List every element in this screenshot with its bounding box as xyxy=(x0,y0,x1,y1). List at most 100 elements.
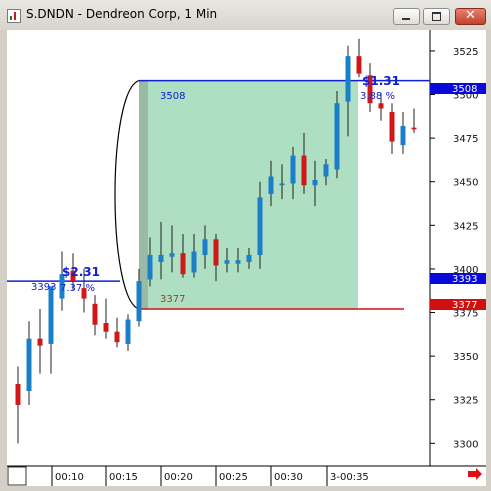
price-axis[interactable] xyxy=(430,30,486,466)
time-tick-label: 00:25 xyxy=(219,472,248,483)
candle xyxy=(37,309,43,374)
candle xyxy=(92,295,98,336)
candle-body xyxy=(92,303,98,325)
scroll-right-arrow-icon[interactable] xyxy=(468,468,482,480)
candle xyxy=(103,298,109,339)
candles xyxy=(15,38,417,444)
candle xyxy=(26,321,32,405)
corner-box[interactable] xyxy=(7,466,27,486)
candle xyxy=(70,253,76,290)
price-tag-mid-text: 3393 xyxy=(452,274,477,285)
annotations: $1.31 3.88 % $2.31 7.37 % 3508 3393 3377 xyxy=(31,74,400,305)
candle-body xyxy=(367,75,373,104)
candle-body xyxy=(15,384,21,405)
candle xyxy=(114,317,120,348)
candle-body xyxy=(169,253,175,257)
candle-body xyxy=(323,164,329,177)
candle xyxy=(224,248,230,273)
low-level-label: 3377 xyxy=(160,294,185,305)
price-tick-label: 3350 xyxy=(453,352,478,363)
time-axis[interactable] xyxy=(7,466,486,486)
price-tag-mid xyxy=(430,273,486,284)
price-tick-label: 3450 xyxy=(453,178,478,189)
candle-body xyxy=(411,127,417,130)
candle xyxy=(180,234,186,278)
zone-fill xyxy=(139,80,358,310)
candle xyxy=(246,248,252,269)
candle-body xyxy=(125,319,131,344)
candle xyxy=(147,237,153,287)
zone-bracket xyxy=(114,80,140,310)
candle-body xyxy=(158,254,164,262)
move-mid-dollar-label: $2.31 xyxy=(62,265,100,279)
price-tick-label: 3500 xyxy=(453,91,478,102)
close-icon: ✕ xyxy=(465,8,476,23)
mid-level-label: 3393 xyxy=(31,282,56,293)
title-bar[interactable]: S.DNDN - Dendreon Corp, 1 Min ✕ xyxy=(0,0,491,30)
move-mid-pct-label: 7.37 % xyxy=(60,283,95,294)
candle-body xyxy=(268,176,274,194)
maximize-button[interactable] xyxy=(423,8,450,25)
candle-body xyxy=(312,179,318,186)
candle-body xyxy=(279,183,285,186)
candle xyxy=(290,146,296,200)
candle-body xyxy=(180,253,186,275)
price-tick-label: 3325 xyxy=(453,396,478,407)
minimize-icon xyxy=(402,18,410,20)
candle xyxy=(268,160,274,207)
price-tick-label: 3475 xyxy=(453,134,478,145)
candle xyxy=(356,38,362,78)
maximize-icon xyxy=(432,12,441,21)
candle xyxy=(213,234,219,282)
window-title: S.DNDN - Dendreon Corp, 1 Min xyxy=(26,7,218,21)
candle xyxy=(191,234,197,278)
candle-body xyxy=(191,251,197,273)
candle xyxy=(411,108,417,133)
candle-body xyxy=(224,260,230,264)
price-tags: 3508 3393 3377 xyxy=(430,83,486,311)
candle xyxy=(279,164,285,200)
candle-body xyxy=(37,338,43,346)
price-tick-label: 3525 xyxy=(453,47,478,58)
candle xyxy=(257,181,263,269)
zone-shadow-left xyxy=(139,80,148,310)
candle xyxy=(48,286,54,374)
candle-body xyxy=(48,286,54,344)
candle-body xyxy=(202,239,208,255)
candle-body xyxy=(356,56,362,74)
candle xyxy=(400,111,406,154)
candle xyxy=(202,225,208,269)
candle xyxy=(301,132,307,194)
candle xyxy=(125,314,131,351)
candle-body xyxy=(114,331,120,343)
candle xyxy=(169,225,175,273)
candle xyxy=(158,221,164,280)
highlight-zone xyxy=(114,80,358,310)
candle-body xyxy=(147,254,153,280)
chart-app-icon[interactable] xyxy=(7,9,21,23)
candle xyxy=(367,63,373,112)
candle-body xyxy=(257,197,263,255)
price-tick-label: 3425 xyxy=(453,221,478,232)
candle xyxy=(323,159,329,186)
time-tick-label: 3-00:35 xyxy=(330,472,369,483)
price-tag-low-text: 3377 xyxy=(452,300,477,311)
time-tick-label: 00:30 xyxy=(274,472,303,483)
move-high-dollar-label: $1.31 xyxy=(362,74,400,88)
candle-body xyxy=(378,103,384,109)
candle xyxy=(15,366,21,444)
price-tag-high-text: 3508 xyxy=(452,84,477,95)
candle-body xyxy=(103,322,109,332)
candle-body xyxy=(136,281,142,322)
time-tick-label: 00:20 xyxy=(164,472,193,483)
close-button[interactable]: ✕ xyxy=(455,8,486,25)
candle-body xyxy=(26,338,32,392)
minimize-button[interactable] xyxy=(393,8,420,25)
candle xyxy=(378,92,384,121)
high-level-label: 3508 xyxy=(160,91,185,102)
candle-body xyxy=(81,288,87,299)
candle-body xyxy=(246,254,252,262)
candle-body xyxy=(301,155,307,186)
